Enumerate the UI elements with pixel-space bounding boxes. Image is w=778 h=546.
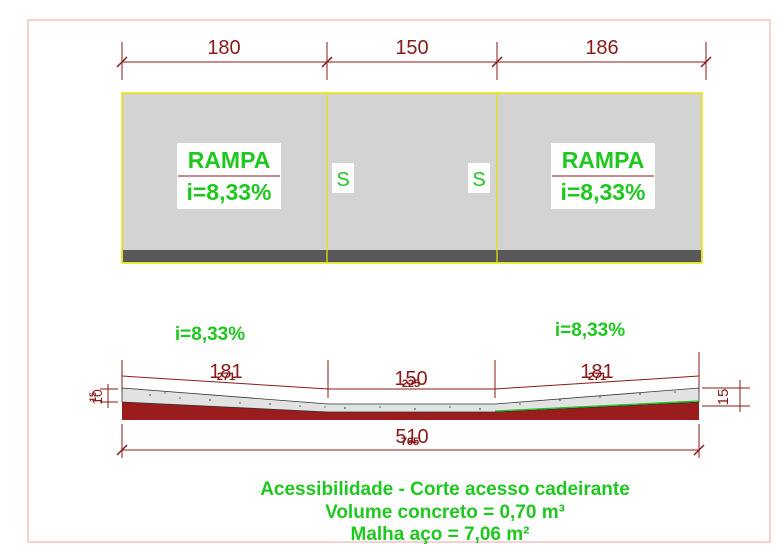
- ramp-left-slope: i=8,33%: [186, 179, 271, 205]
- dim-tick-mark: [321, 56, 333, 68]
- label-bg: [332, 163, 354, 193]
- dim-tick-mark: [491, 56, 503, 68]
- plan-dim-right: 186: [585, 37, 618, 59]
- note-title: Acessibilidade - Corte acesso cadeirante: [260, 479, 630, 500]
- ramp-right-title: RAMPA: [562, 147, 645, 173]
- s-left-label: S: [336, 169, 349, 191]
- note-steel: Malha aço = 7,06 m²: [351, 524, 530, 545]
- section-slope-right: i=8,33%: [555, 320, 625, 341]
- section-dim-line-left: [121, 375, 329, 390]
- height-left-a: 10: [89, 389, 105, 405]
- dim-tick-mark: [116, 444, 128, 456]
- section-view: i=8,33% i=8,33% 181 271 150 225 181 271: [88, 320, 750, 458]
- section-base-fill: [122, 388, 699, 420]
- section-dim-left-b: 271: [217, 371, 235, 383]
- ramp-right-slope: i=8,33%: [560, 179, 645, 205]
- s-right-label: S: [472, 169, 485, 191]
- total-dim-a: 510: [395, 426, 428, 448]
- note-volume: Volume concreto = 0,70 m³: [325, 502, 565, 523]
- slope-indicator: [494, 400, 700, 412]
- label-bg: [468, 163, 490, 193]
- ramp-left-title: RAMPA: [188, 147, 271, 173]
- total-dim-b: 765: [401, 436, 419, 448]
- plan-view: 180 150 186 RAMPA i=8,33% RAMPA i=8,33% …: [116, 37, 712, 264]
- dim-tick-mark: [693, 444, 705, 456]
- concrete-speckles: [149, 391, 676, 410]
- dim-tick-mark: [116, 56, 128, 68]
- height-left-b: 15: [88, 392, 98, 402]
- section-concrete-layer: [121, 387, 700, 413]
- section-dim-middle-a: 150: [394, 368, 427, 390]
- drawing-frame: [27, 19, 771, 543]
- section-dim-right-a: 181: [580, 361, 613, 383]
- plan-dim-middle: 150: [395, 37, 428, 59]
- notes: Acessibilidade - Corte acesso cadeirante…: [260, 479, 630, 545]
- height-right: 15: [715, 389, 732, 406]
- section-slope-left: i=8,33%: [175, 324, 245, 345]
- section-dim-left-a: 181: [209, 361, 242, 383]
- plan-dim-left: 180: [207, 37, 240, 59]
- section-dim-line-right: [494, 375, 700, 390]
- curb-strip: [123, 250, 701, 262]
- section-dim-right-b: 271: [588, 371, 606, 383]
- dim-tick-mark: [700, 56, 712, 68]
- section-dim-middle-b: 225: [402, 378, 420, 390]
